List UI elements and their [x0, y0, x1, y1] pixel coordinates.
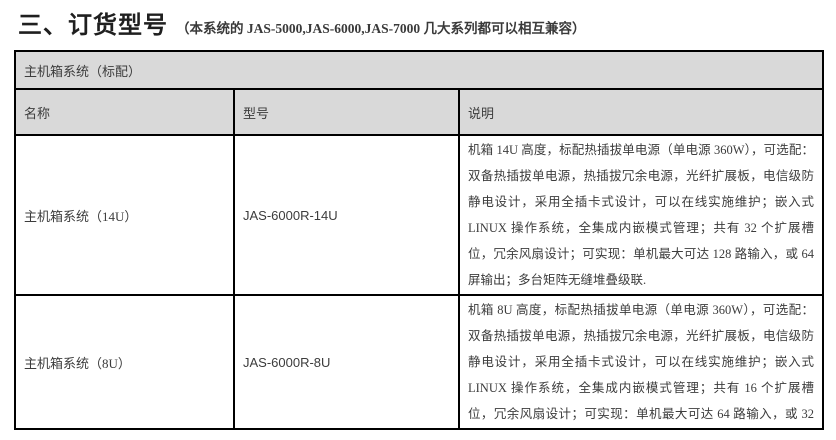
section-header-row: 主机箱系统（标配）: [13, 50, 825, 90]
column-header-model: 型号: [233, 88, 460, 136]
column-header-description: 说明: [457, 88, 825, 136]
column-header-row: 名称 型号 说明: [14, 88, 825, 136]
title-row: 三、订货型号 （本系统的 JAS-5000,JAS-6000,JAS-7000 …: [18, 5, 586, 40]
page-title-note: （本系统的 JAS-5000,JAS-6000,JAS-7000 几大系列都可以…: [176, 21, 586, 36]
description-text: 机箱 8U 高度，标配热插拔单电源（单电源 360W），可选配：双备热插拔单电源…: [468, 303, 815, 421]
description-cell: 机箱 14U 高度，标配热插拔单电源（单电源 360W），可选配：双备热插拔单电…: [457, 134, 825, 296]
section-header-cell: 主机箱系统（标配）: [13, 50, 825, 90]
order-model-table: 主机箱系统（标配） 名称 型号 说明 主机箱系统（14U） JAS-6000R-…: [13, 50, 825, 430]
name-cell: 主机箱系统（8U）: [14, 294, 235, 430]
model-cell: JAS-6000R-14U: [233, 134, 460, 296]
table-row-8u: 主机箱系统（8U） JAS-6000R-8U 机箱 8U 高度，标配热插拔单电源…: [14, 294, 825, 430]
table-row-14u: 主机箱系统（14U） JAS-6000R-14U 机箱 14U 高度，标配热插拔…: [14, 134, 825, 296]
model-cell: JAS-6000R-8U: [233, 294, 460, 430]
description-text: 机箱 14U 高度，标配热插拔单电源（单电源 360W），可选配：双备热插拔单电…: [468, 143, 815, 287]
column-header-name: 名称: [14, 88, 235, 136]
name-cell: 主机箱系统（14U）: [14, 134, 235, 296]
page-title: 三、订货型号: [18, 13, 168, 39]
description-cell: 机箱 8U 高度，标配热插拔单电源（单电源 360W），可选配：双备热插拔单电源…: [457, 294, 825, 430]
